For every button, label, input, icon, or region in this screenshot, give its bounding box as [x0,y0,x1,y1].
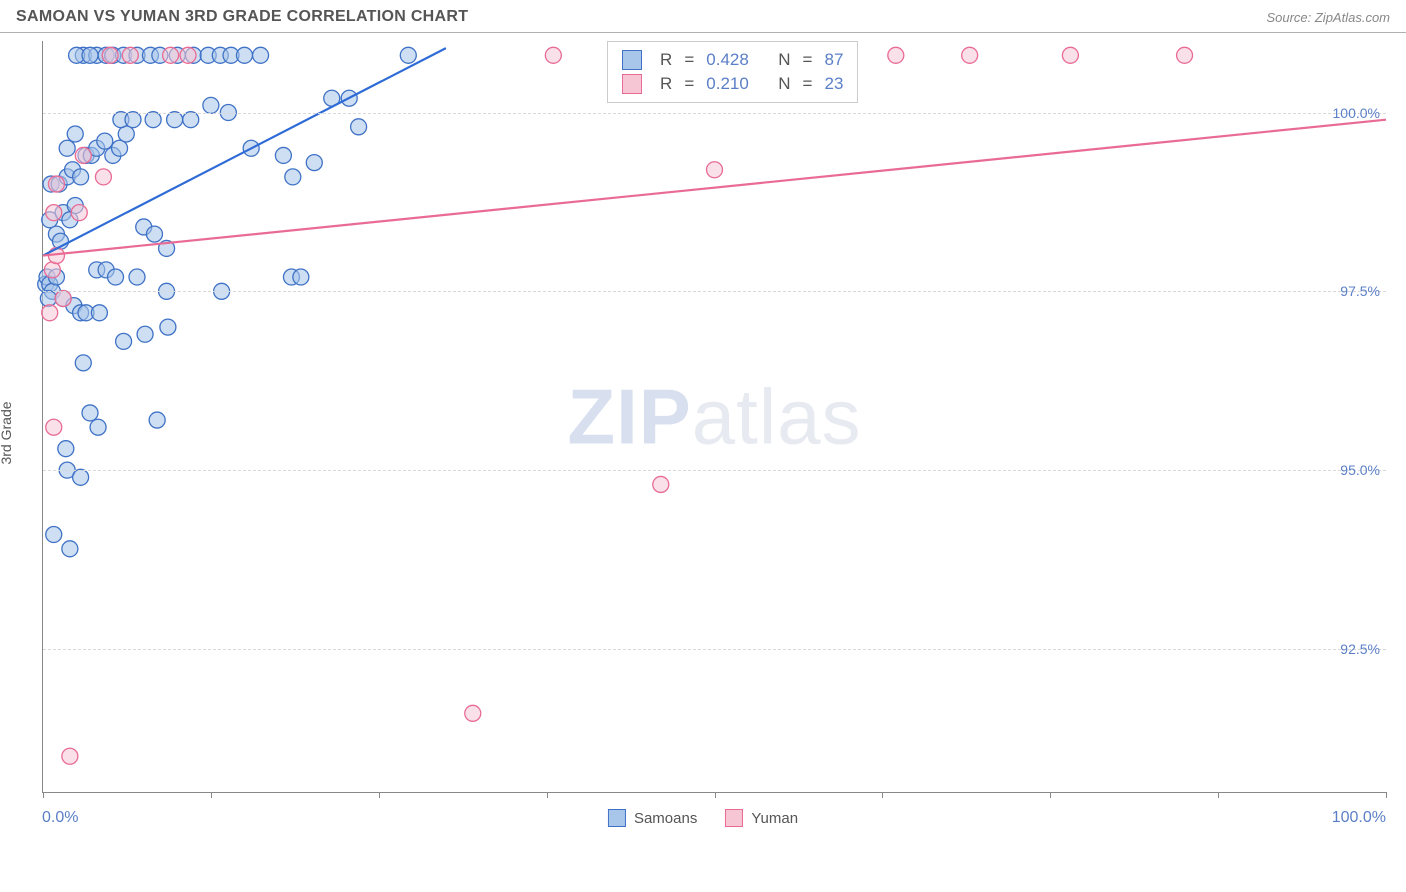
scatter-point [90,419,106,435]
scatter-point [888,47,904,63]
scatter-point [62,748,78,764]
legend-swatch-yuman [725,809,743,827]
x-axis-min-label: 0.0% [42,809,78,827]
scatter-point [125,112,141,128]
y-tick-label: 92.5% [1340,641,1380,657]
scatter-point [44,262,60,278]
legend-item-yuman: Yuman [725,809,798,827]
scatter-point [46,419,62,435]
scatter-point [653,476,669,492]
legend-swatch-samoans [608,809,626,827]
scatter-point [167,112,183,128]
x-tick [547,792,548,798]
scatter-point [351,119,367,135]
x-tick [715,792,716,798]
scatter-point [122,47,138,63]
gridline [43,291,1386,292]
stats-row-samoans: R= 0.428 N= 87 [622,48,843,72]
scatter-point [203,97,219,113]
scatter-point [129,269,145,285]
gridline [43,649,1386,650]
gridline [43,470,1386,471]
scatter-point [95,169,111,185]
plot-region: ZIPatlas R= 0.428 N= 87 R= 0.210 N= 23 9… [42,41,1386,793]
scatter-point [180,47,196,63]
x-tick [43,792,44,798]
scatter-point [97,133,113,149]
scatter-point [82,47,98,63]
scatter-point [1062,47,1078,63]
scatter-point [163,47,179,63]
scatter-point [42,305,58,321]
scatter-point [293,269,309,285]
scatter-point [73,469,89,485]
swatch-samoans [622,50,642,70]
scatter-point [275,147,291,163]
scatter-point [75,355,91,371]
scatter-point [62,541,78,557]
scatter-point [137,326,153,342]
x-axis-max-label: 100.0% [1332,809,1386,827]
x-tick [1050,792,1051,798]
trend-line [43,120,1386,256]
scatter-point [962,47,978,63]
y-axis-label: 3rd Grade [0,401,14,464]
scatter-point [306,155,322,171]
scatter-point [102,47,118,63]
scatter-point [116,333,132,349]
x-tick [379,792,380,798]
scatter-point [91,305,107,321]
scatter-point [75,147,91,163]
y-tick-label: 100.0% [1333,105,1380,121]
scatter-point [55,290,71,306]
swatch-yuman [622,74,642,94]
x-tick [211,792,212,798]
legend-item-samoans: Samoans [608,809,697,827]
chart-area: 3rd Grade ZIPatlas R= 0.428 N= 87 R= 0.2… [0,33,1406,833]
scatter-point [112,140,128,156]
bottom-legend: Samoans Yuman [608,809,798,827]
scatter-point [59,140,75,156]
y-tick-label: 95.0% [1340,462,1380,478]
scatter-point [46,205,62,221]
stats-row-yuman: R= 0.210 N= 23 [622,72,843,96]
x-tick [1218,792,1219,798]
scatter-point [545,47,561,63]
stats-legend-box: R= 0.428 N= 87 R= 0.210 N= 23 [607,41,858,103]
scatter-point [40,290,56,306]
x-tick [1386,792,1387,798]
scatter-point [108,269,124,285]
chart-title: SAMOAN VS YUMAN 3RD GRADE CORRELATION CH… [16,8,468,26]
scatter-point [145,112,161,128]
y-tick-label: 97.5% [1340,283,1380,299]
chart-source: Source: ZipAtlas.com [1266,10,1390,25]
scatter-point [46,527,62,543]
scatter-point [118,126,134,142]
chart-header: SAMOAN VS YUMAN 3RD GRADE CORRELATION CH… [0,0,1406,33]
plot-svg [43,41,1386,792]
scatter-point [183,112,199,128]
scatter-point [149,412,165,428]
scatter-point [236,47,252,63]
gridline [43,113,1386,114]
x-tick [882,792,883,798]
scatter-point [58,441,74,457]
scatter-point [67,126,83,142]
scatter-point [1177,47,1193,63]
scatter-point [146,226,162,242]
scatter-point [285,169,301,185]
scatter-point [48,176,64,192]
scatter-point [400,47,416,63]
scatter-point [160,319,176,335]
scatter-point [82,405,98,421]
scatter-point [253,47,269,63]
scatter-point [73,169,89,185]
scatter-point [465,705,481,721]
scatter-point [707,162,723,178]
scatter-point [71,205,87,221]
